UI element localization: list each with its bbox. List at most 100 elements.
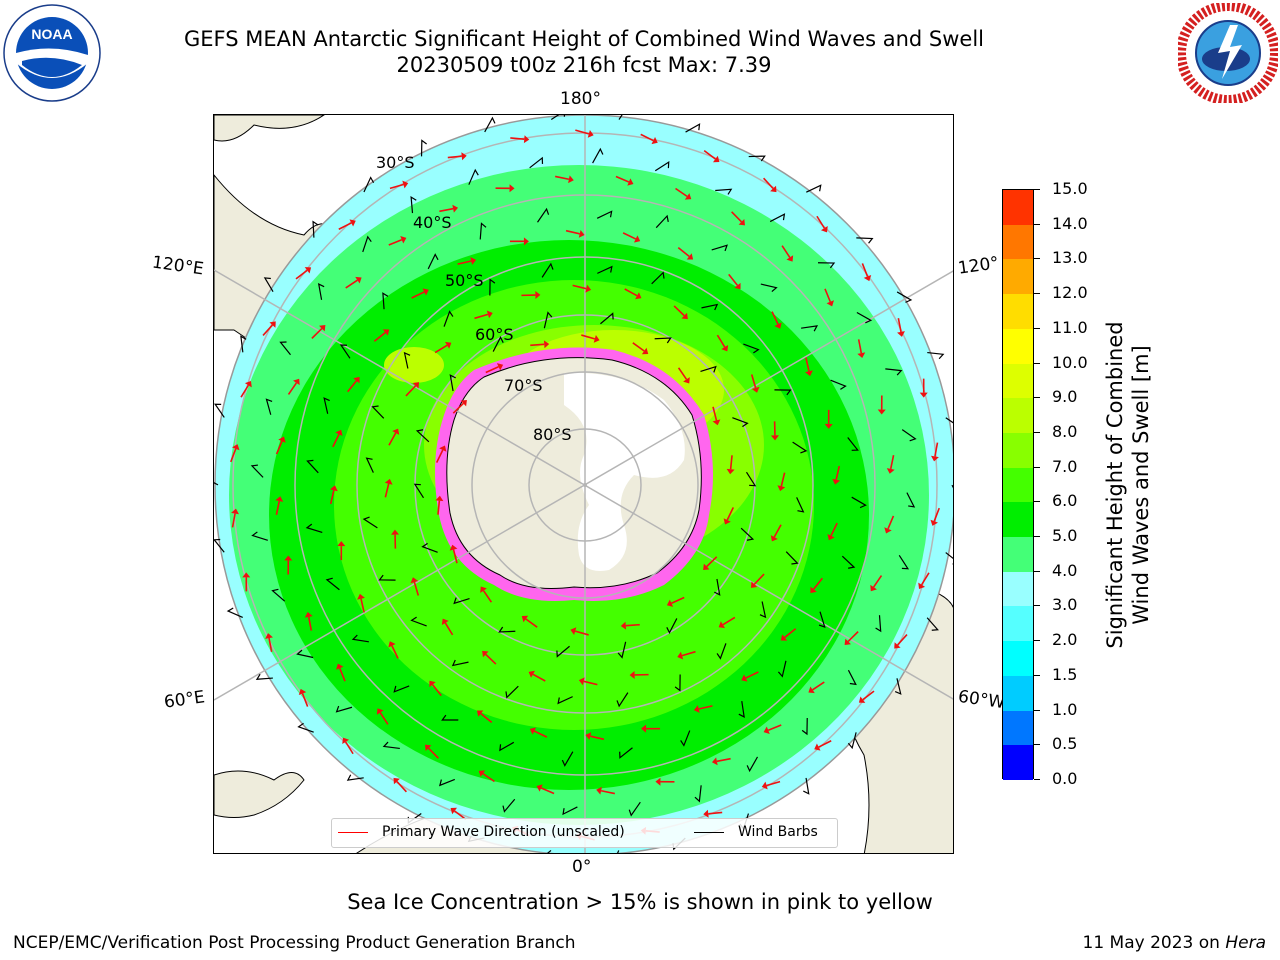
- lon-label-top: 180°: [560, 89, 601, 109]
- wind-barb: [628, 801, 641, 817]
- wave-direction-arrow: [439, 204, 459, 213]
- wind-barb: [716, 643, 727, 660]
- colorbar-tick: [1034, 605, 1040, 607]
- wind-barb: [562, 806, 578, 816]
- wave-direction-arrow: [275, 496, 284, 515]
- colorbar-tick: [1034, 189, 1040, 190]
- wind-barb: [415, 429, 430, 443]
- wave-direction-arrow: [476, 710, 493, 723]
- colorbar-tick-label: 1.5: [1052, 664, 1078, 684]
- wind-barb: [339, 344, 351, 359]
- wave-direction-arrow: [449, 544, 458, 564]
- wind-barb: [774, 389, 792, 396]
- wind-barb: [317, 283, 325, 300]
- wave-direction-arrow: [391, 529, 400, 549]
- wind-barbs: [214, 115, 953, 853]
- wind-barb: [841, 555, 856, 569]
- wind-barb: [529, 156, 544, 169]
- wave-direction-arrow: [521, 291, 541, 300]
- wave-direction-arrow: [482, 650, 497, 665]
- wave-direction-arrow: [673, 305, 688, 320]
- wave-direction-arrow: [718, 616, 736, 629]
- colorbar-tick: [1034, 258, 1040, 260]
- colorbar-tick-label: 9.0: [1052, 387, 1078, 407]
- wave-direction-arrow: [930, 507, 940, 526]
- nws-logo: [1178, 3, 1278, 103]
- lat-label-80s: 80°S: [533, 425, 572, 444]
- wind-barb: [421, 542, 438, 553]
- wind-barb: [378, 574, 396, 581]
- wind-barb: [363, 176, 375, 193]
- wave-direction-arrow: [832, 465, 841, 485]
- wave-direction-arrow: [897, 318, 905, 337]
- wave-direction-arrow: [750, 573, 765, 588]
- wind-barb: [715, 188, 733, 195]
- wave-direction-arrow: [741, 671, 759, 682]
- wind-barb: [714, 578, 721, 596]
- chart-title: GEFS MEAN Antarctic Significant Height o…: [0, 26, 1168, 78]
- colorbar-tick-label: 7.0: [1052, 456, 1078, 476]
- colorbar-segment: [1003, 641, 1033, 676]
- wave-direction-arrow: [918, 572, 930, 590]
- wave-direction-arrow: [388, 428, 400, 446]
- wave-direction-label: Primary Wave Direction (unscaled): [382, 824, 625, 840]
- colorbar-segment: [1003, 537, 1033, 572]
- wind-barb: [806, 184, 822, 193]
- wave-direction-arrow: [287, 378, 300, 395]
- map-legend: Primary Wave Direction (unscaled) Wind B…: [331, 818, 838, 848]
- wave-direction-arrow: [388, 236, 407, 246]
- wave-direction-arrow: [884, 515, 895, 534]
- wind-barb: [263, 277, 274, 292]
- wind-barb: [711, 244, 728, 252]
- lat-label-60s: 60°S: [475, 325, 514, 344]
- wave-direction-arrow: [384, 478, 393, 498]
- wind-barb: [796, 497, 805, 513]
- wave-direction-arrow: [347, 376, 360, 393]
- wind-barb: [365, 457, 374, 473]
- colorbar-tick: [1034, 431, 1040, 433]
- wind-barb: [748, 155, 766, 162]
- wind-barb: [255, 673, 273, 680]
- wave-direction-arrow: [336, 663, 346, 682]
- colorbar-tick: [1034, 327, 1040, 329]
- wind-barb: [685, 123, 701, 133]
- wind-barb: [655, 214, 669, 229]
- wave-direction-arrow: [530, 340, 550, 349]
- colorbar-segment: [1003, 467, 1033, 503]
- wave-direction-arrow: [262, 321, 276, 337]
- wind-barb: [362, 516, 378, 529]
- wind-barb: [701, 303, 719, 311]
- wind-barb: [817, 262, 836, 269]
- colorbar-segment: [1003, 432, 1033, 468]
- colorbar-tick-label: 4.0: [1052, 560, 1078, 580]
- wind-barb: [537, 207, 550, 223]
- wind-barbs-label: Wind Barbs: [738, 824, 818, 840]
- wave-direction-arrow: [495, 184, 515, 193]
- colorbar-segment: [1003, 675, 1033, 711]
- colorbar-tick-label: 15.0: [1052, 179, 1088, 198]
- colorbar-tick-label: 11.0: [1052, 317, 1088, 337]
- wave-direction-arrow: [770, 524, 782, 542]
- wave-direction-arrow: [677, 247, 694, 260]
- colorbar-tick: [1034, 744, 1040, 746]
- wind-barb: [856, 311, 873, 324]
- wind-barb: [700, 365, 717, 373]
- wave-direction-arrow: [805, 357, 813, 377]
- title-line-1: GEFS MEAN Antarctic Significant Height o…: [183, 27, 985, 51]
- wave-direction-arrow: [565, 229, 585, 238]
- wind-barb: [410, 616, 427, 627]
- wind-barb: [250, 464, 264, 478]
- colorbar-tick: [1034, 674, 1040, 676]
- title-line-2: 20230509 t00z 216h fcst Max: 7.39: [396, 53, 772, 77]
- wave-direction-arrow: [824, 409, 833, 429]
- colorbar-tick: [1034, 223, 1040, 225]
- wind-barb: [505, 685, 519, 699]
- wind-barb: [818, 611, 826, 628]
- wind-barb: [847, 437, 859, 451]
- wave-direction-arrow: [509, 237, 529, 246]
- wave-direction-arrow: [510, 135, 530, 144]
- wind-barb: [785, 551, 799, 565]
- wind-barb: [906, 492, 916, 508]
- wave-direction-arrow: [338, 219, 356, 230]
- lat-label-50s: 50°S: [445, 271, 484, 290]
